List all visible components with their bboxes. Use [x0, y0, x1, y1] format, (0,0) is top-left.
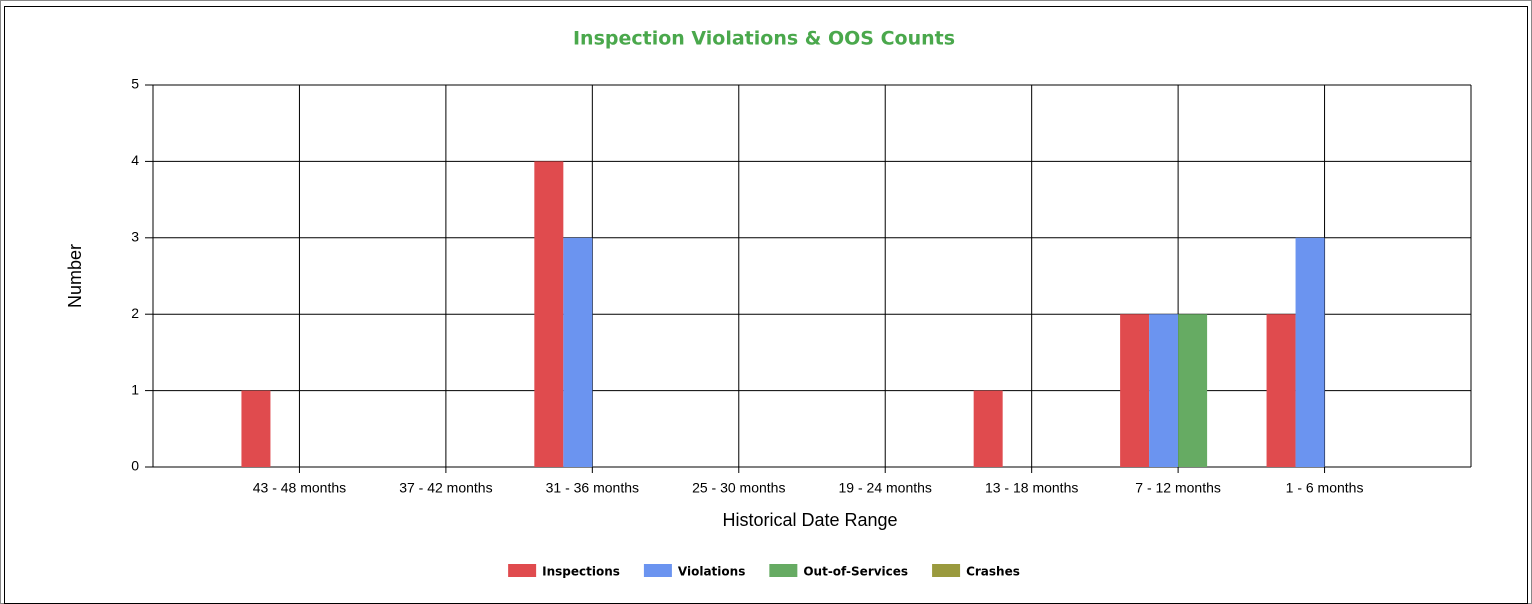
legend-swatch — [643, 564, 672, 577]
legend-label: Inspections — [542, 565, 620, 579]
x-tick-label: 7 - 12 months — [1135, 480, 1221, 496]
y-tick-label: 3 — [131, 229, 139, 245]
bar — [1178, 314, 1208, 467]
bar — [1149, 314, 1179, 467]
legend-label: Out-of-Services — [803, 565, 908, 579]
legend-swatch — [769, 564, 798, 577]
x-axis-label: Historical Date Range — [722, 510, 897, 530]
y-tick-label: 0 — [131, 458, 139, 474]
x-tick-label: 1 - 6 months — [1286, 480, 1364, 496]
x-tick-label: 25 - 30 months — [692, 480, 785, 496]
x-tick-label: 31 - 36 months — [546, 480, 639, 496]
y-axis-label: Number — [65, 244, 85, 308]
bar — [1266, 314, 1296, 467]
legend-label: Violations — [678, 565, 745, 579]
legend-label: Crashes — [966, 565, 1020, 579]
bar — [973, 390, 1003, 467]
y-tick-label: 1 — [131, 381, 139, 397]
x-tick-label: 19 - 24 months — [839, 480, 932, 496]
bar — [241, 390, 271, 467]
x-tick-label: 43 - 48 months — [253, 480, 346, 496]
y-tick-label: 2 — [131, 305, 139, 321]
y-tick-label: 5 — [131, 76, 139, 92]
legend-swatch — [508, 564, 537, 577]
bar — [563, 237, 593, 467]
bar — [1295, 237, 1325, 467]
y-tick-label: 4 — [131, 152, 139, 168]
x-tick-label: 13 - 18 months — [985, 480, 1078, 496]
bar — [534, 161, 564, 467]
x-tick-label: 37 - 42 months — [399, 480, 492, 496]
chart-title: Inspection Violations & OOS Counts — [573, 28, 955, 50]
bar — [1120, 314, 1150, 467]
legend-swatch — [932, 564, 961, 577]
